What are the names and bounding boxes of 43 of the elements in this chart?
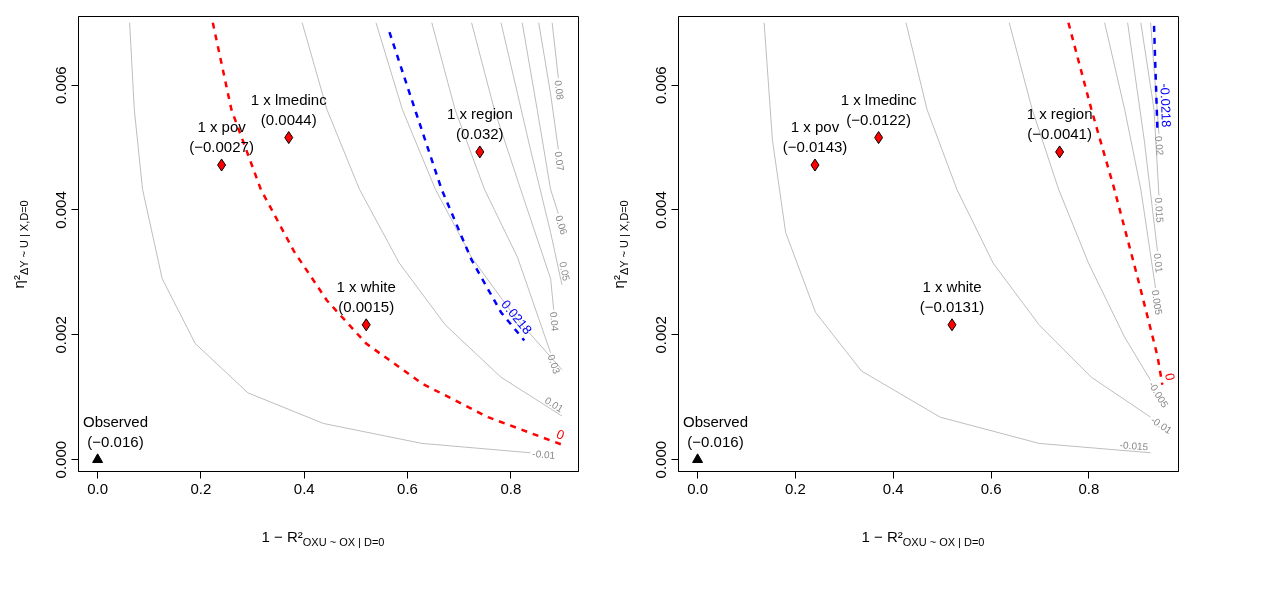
y-tick-label: 0.006 [652, 66, 670, 104]
y-tick-label: 0.002 [652, 316, 670, 354]
annotation: 1 x white (−0.0131) [919, 277, 985, 315]
annotation: 1 x white (0.0015) [336, 277, 396, 315]
y-tick-label: 0.006 [52, 66, 70, 104]
y-tick-label: 0.000 [52, 440, 70, 479]
series-label: -0.015 [1119, 439, 1149, 453]
text: 0 [554, 426, 567, 443]
x-tick-label: 0.0 [687, 479, 709, 497]
text: 0.015 [1153, 197, 1166, 224]
x-tick-label: 0.0 [87, 479, 109, 497]
text: -0.01 [1148, 414, 1175, 437]
annotation: 1 x region (−0.0041) [1026, 104, 1093, 142]
y-tick-label: 0.002 [52, 316, 70, 354]
annotation: 1 x region (0.032) [446, 104, 513, 142]
text: 0.04 [547, 311, 561, 333]
y-tick-label: 0.004 [652, 191, 670, 229]
annotation: Observed (−0.016) [82, 412, 149, 450]
x-tick-label: 0.4 [882, 479, 904, 497]
text: 0.01 [543, 394, 566, 415]
text: 0.08 [552, 79, 566, 101]
y-tick-label: 0.000 [652, 440, 670, 479]
series-label: -0.01 [531, 447, 556, 461]
text: 0.01 [1151, 252, 1166, 274]
text: 0.07 [552, 150, 567, 172]
x-tick-label: 0.6 [397, 479, 418, 497]
text: 0.06 [553, 214, 570, 237]
x-axis-title: 1 − R²$_{OXU ~ OX | D=0}$ [260, 527, 386, 550]
x-tick-label: 0.2 [190, 479, 212, 497]
text: 0.005 [1149, 289, 1165, 317]
text: 0.02 [1153, 135, 1166, 157]
x-tick-label: 0.8 [1078, 479, 1100, 497]
text: 0 [1162, 371, 1179, 382]
x-axis-title: 1 − R²$_{OXU ~ OX | D=0}$ [860, 527, 986, 550]
x-tick-label: 0.8 [500, 479, 522, 497]
text: 0.03 [545, 353, 563, 376]
x-tick-label: 0.4 [293, 479, 315, 497]
x-tick-label: 0.2 [785, 479, 806, 497]
text: 0.05 [557, 260, 573, 283]
text: -0.0218 [1157, 83, 1174, 128]
annotation: Observed (−0.016) [682, 412, 749, 450]
y-tick-label: 0.004 [52, 191, 70, 229]
x-tick-label: 0.6 [980, 479, 1002, 497]
